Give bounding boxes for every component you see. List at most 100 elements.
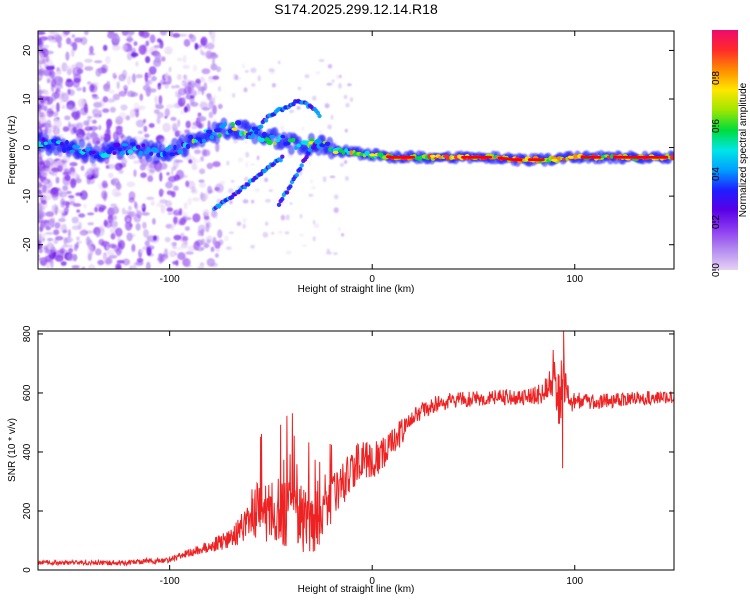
noise-blob [67, 229, 71, 238]
noise-blob [184, 226, 190, 231]
trace-blob [129, 142, 136, 147]
noise-blob [206, 93, 211, 98]
noise-blob [190, 101, 199, 107]
noise-blob [137, 105, 146, 111]
trace-blob [43, 141, 48, 146]
noise-blob [88, 52, 96, 56]
noise-blob [228, 188, 234, 194]
noise-blob [118, 169, 124, 174]
noise-blob [50, 246, 56, 253]
noise-blob [200, 76, 204, 82]
noise-blob [207, 79, 216, 83]
noise-blob [192, 187, 197, 191]
noise-blob [194, 159, 201, 164]
noise-blob [176, 73, 182, 81]
colorbar-gradient [712, 30, 738, 270]
noise-blob [128, 191, 136, 200]
noise-blob [126, 232, 133, 242]
noise-blob [196, 122, 205, 129]
noise-blob [115, 227, 123, 237]
noise-blob [183, 74, 188, 80]
noise-blob [83, 136, 89, 141]
noise-blob [38, 189, 43, 197]
noise-blob [230, 179, 235, 183]
noise-blob [65, 65, 70, 71]
colorbar-tick-label: 0.4 [711, 167, 722, 181]
noise-blob [191, 163, 198, 171]
spectrogram-y-axis: -20 -10 0 10 20 [22, 44, 674, 252]
noise-blob [215, 183, 224, 193]
noise-blob [61, 104, 66, 110]
noise-blob [329, 175, 336, 179]
noise-blob [218, 239, 224, 246]
noise-blob [349, 97, 354, 103]
noise-blob [45, 262, 51, 269]
noise-blob [289, 202, 293, 205]
noise-blob [83, 120, 89, 126]
noise-blob [322, 176, 327, 183]
noise-blob [135, 119, 145, 128]
trace-blob [261, 131, 267, 137]
x-tick-label: 100 [566, 576, 583, 587]
noise-blob [200, 238, 206, 245]
noise-blob [190, 156, 197, 166]
noise-blob [126, 75, 132, 86]
branch-blob [310, 145, 316, 150]
noise-blob [107, 215, 113, 220]
noise-blob [69, 171, 79, 178]
noise-blob [197, 116, 207, 122]
noise-blob [170, 116, 177, 121]
noise-blob [244, 176, 249, 181]
noise-blob [164, 236, 171, 243]
noise-blob [326, 82, 333, 86]
trace-blob [319, 143, 326, 148]
noise-blob [331, 79, 335, 83]
noise-blob [84, 31, 89, 36]
noise-blob [324, 103, 330, 109]
noise-blob [182, 174, 188, 178]
noise-blob [166, 207, 174, 212]
noise-blob [205, 227, 209, 231]
noise-blob [185, 217, 192, 221]
trace-blob [119, 151, 126, 156]
trace-blob [141, 143, 146, 147]
noise-blob [150, 200, 155, 206]
x-tick-label: 0 [369, 576, 375, 587]
noise-blob [139, 204, 146, 209]
noise-blob [327, 64, 333, 69]
trace-peak [517, 158, 523, 162]
noise-blob [68, 195, 75, 199]
noise-blob [79, 229, 89, 236]
noise-blob [146, 245, 155, 250]
noise-blob [54, 83, 64, 90]
noise-blob [337, 226, 341, 232]
noise-blob [83, 103, 88, 113]
noise-blob [133, 108, 140, 112]
noise-blob [173, 234, 182, 241]
noise-blob [91, 94, 98, 98]
noise-blob [173, 216, 179, 224]
noise-blob [164, 248, 168, 258]
branch-blob [278, 158, 283, 163]
noise-blob [198, 246, 202, 253]
noise-blob [73, 72, 77, 77]
noise-blob [68, 248, 74, 253]
trace-blob [275, 138, 280, 143]
trace-accent [369, 153, 376, 157]
noise-blob [315, 71, 321, 75]
noise-blob [129, 109, 136, 118]
noise-blob [291, 109, 295, 113]
x-tick-label: 100 [566, 274, 583, 285]
noise-blob [48, 110, 54, 115]
noise-blob [63, 31, 71, 36]
noise-blob [67, 253, 75, 262]
y-tick-label: 600 [22, 384, 33, 401]
noise-blob [87, 222, 94, 226]
noise-blob [159, 189, 165, 194]
noise-blob [38, 41, 44, 48]
noise-blob [110, 220, 118, 228]
snr-y-label: SNR (10 * v/v) [7, 418, 18, 482]
noise-blob [187, 197, 193, 206]
noise-blob [297, 86, 302, 91]
trace-blob [85, 147, 91, 152]
